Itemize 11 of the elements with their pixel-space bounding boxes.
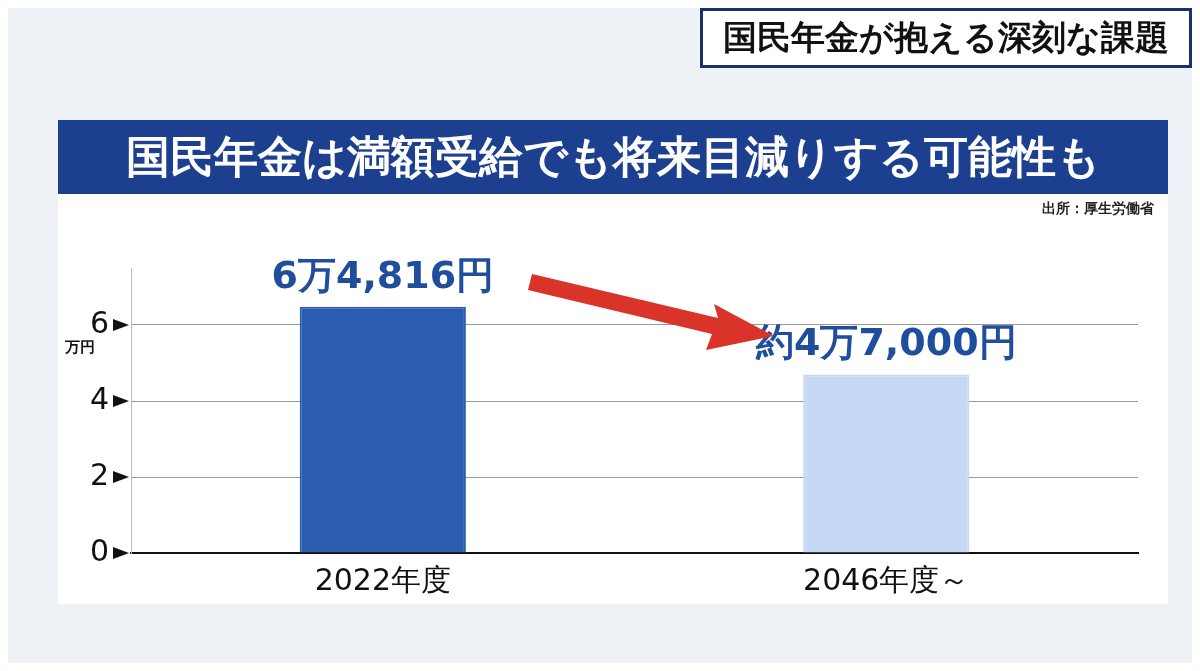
y-tick-label: 2 xyxy=(89,456,110,492)
y-axis-title: 万円 xyxy=(64,338,95,357)
chart-subtitle: 国民年金が抱える深刻な課題 xyxy=(700,8,1192,68)
y-tick-label: 4 xyxy=(89,380,110,416)
x-tick-label: 2046年度～ xyxy=(803,561,970,597)
chart-title: 国民年金は満額受給でも将来目減りする可能性も xyxy=(58,120,1168,194)
x-tick-label: 2022年度 xyxy=(314,561,451,597)
data-label: 6万4,816円 xyxy=(271,252,495,297)
y-tick-label: 0 xyxy=(89,532,110,568)
text: 出所：厚生労働省 xyxy=(1042,200,1154,218)
y-tick-label: 6 xyxy=(89,304,110,340)
